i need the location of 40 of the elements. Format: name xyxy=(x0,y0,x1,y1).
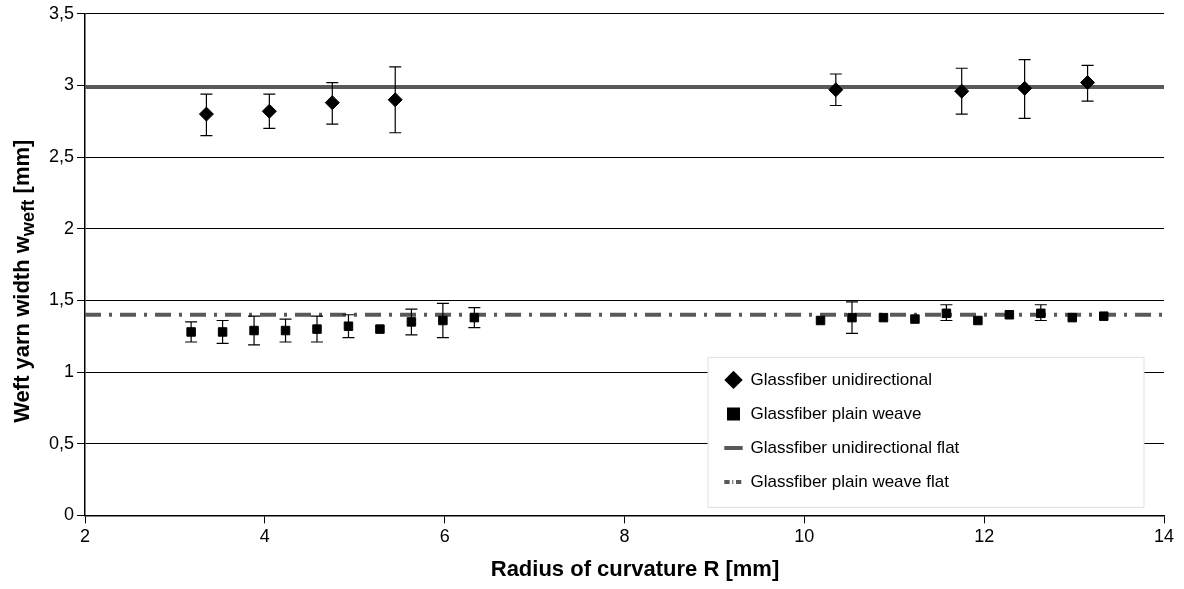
y-tick-label: 0 xyxy=(64,504,75,525)
y-tick-label: 1 xyxy=(64,361,75,382)
legend-label: Glassfiber plain weave xyxy=(750,403,922,423)
point xyxy=(198,106,214,122)
y-tick-label: 0,5 xyxy=(48,432,75,453)
point xyxy=(261,103,277,119)
x-axis-title: Radius of curvature R [mm] xyxy=(489,556,781,582)
point xyxy=(847,312,857,323)
y-tick-label: 3,5 xyxy=(48,2,75,23)
point xyxy=(954,83,970,99)
x-tick-label: 2 xyxy=(80,526,91,547)
point xyxy=(469,312,480,323)
point xyxy=(406,317,417,327)
point xyxy=(910,314,920,324)
point xyxy=(343,321,354,331)
x-tick-label: 12 xyxy=(974,526,995,547)
legend-label: Glassfiber unidirectional flat xyxy=(750,437,960,457)
point xyxy=(186,327,196,337)
point xyxy=(973,315,983,326)
x-tick-label: 6 xyxy=(439,526,450,547)
point xyxy=(312,324,322,334)
point xyxy=(217,327,228,337)
point xyxy=(1004,310,1015,320)
point xyxy=(1099,311,1109,321)
legend-label: Glassfiber unidirectional xyxy=(750,369,932,389)
x-tick-label: 10 xyxy=(794,526,815,547)
y-tick-label: 1,5 xyxy=(48,289,75,310)
legend-label: Glassfiber plain weave flat xyxy=(750,471,950,491)
point xyxy=(878,312,889,323)
point xyxy=(941,308,952,319)
y-tick-label: 3 xyxy=(64,74,75,95)
point xyxy=(1067,312,1078,323)
y-tick-label: 2,5 xyxy=(48,146,75,167)
point xyxy=(375,324,385,334)
point xyxy=(815,315,826,326)
point xyxy=(1036,308,1046,319)
x-tick-label: 8 xyxy=(619,526,630,547)
y-tick-label: 2 xyxy=(64,217,75,238)
x-tick-label: 14 xyxy=(1153,526,1175,547)
x-tick-label: 4 xyxy=(259,526,270,547)
